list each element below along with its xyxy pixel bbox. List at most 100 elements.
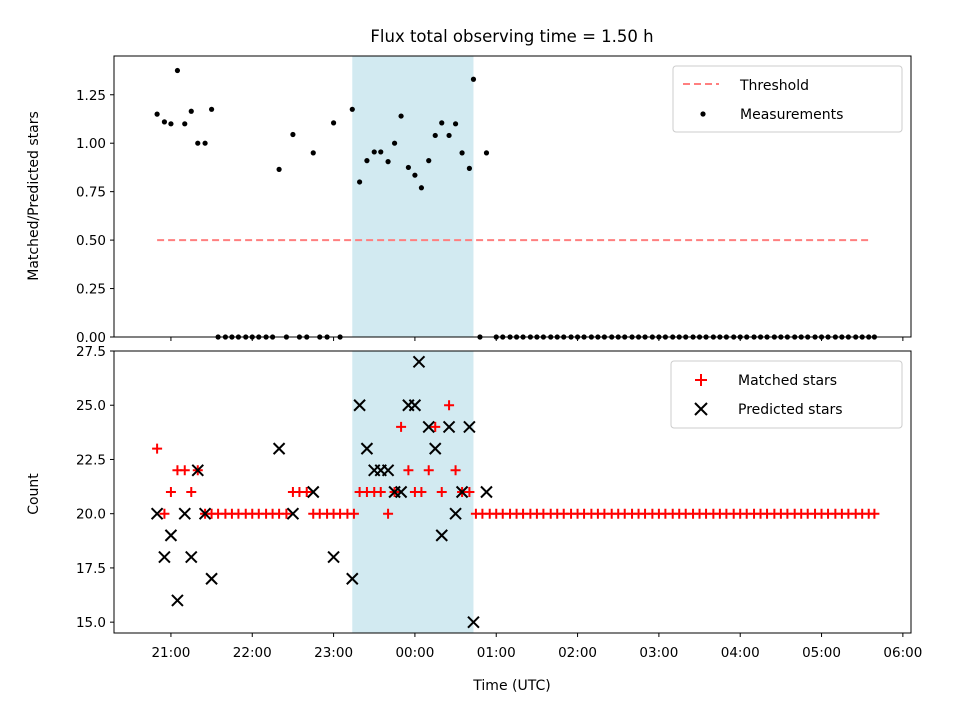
predicted-star-point	[171, 594, 184, 607]
matched-star-points	[152, 400, 880, 519]
panel-top-ratio: 0.00 0.25 0.50 0.75 1.00 1.25 Matched/Predict…	[26, 55, 912, 346]
measurement-point	[459, 150, 465, 156]
top-y-ticks: 0.00 0.25 0.50 0.75 1.00 1.25	[76, 88, 114, 346]
predicted-star-point	[198, 507, 212, 520]
bottom-y-tick-label: 27.5	[76, 344, 106, 360]
measurement-point	[276, 166, 282, 172]
measurement-point	[349, 106, 355, 112]
measurement-point	[168, 121, 174, 127]
measurement-point	[426, 158, 432, 164]
x-tick-label: 06:00	[883, 645, 922, 661]
matched-star-point	[450, 465, 461, 476]
matched-star-point	[403, 465, 414, 476]
matched-star-point	[281, 508, 292, 519]
measurement-point	[202, 140, 208, 146]
predicted-star-point	[480, 485, 493, 499]
matched-star-point	[444, 400, 455, 411]
x-tick-label: 03:00	[639, 645, 678, 661]
measurement-point	[385, 159, 391, 165]
matched-star-point	[396, 421, 407, 432]
predicted-star-point	[353, 399, 366, 412]
measurement-point	[432, 132, 438, 139]
x-tick-label: 05:00	[802, 645, 841, 661]
x-tick-label: 23:00	[314, 645, 353, 661]
measurement-point	[290, 131, 296, 138]
top-y-axis-label: Matched/Predicted stars	[26, 111, 42, 281]
matched-star-point	[436, 487, 447, 497]
legend-matched-swatch	[695, 374, 707, 386]
top-y-tick-label: 0.50	[76, 233, 106, 249]
legend-predicted-swatch	[694, 402, 708, 416]
bottom-y-tick-label: 20.0	[76, 507, 106, 523]
measurement-point	[483, 150, 490, 156]
x-tick-label: 04:00	[721, 645, 760, 661]
measurement-point	[154, 111, 160, 117]
bottom-x-ticks: 21:00 22:00 23:00 00:00 01:00 02:00 03:00 04:00…	[151, 633, 922, 661]
predicted-star-point	[150, 507, 164, 520]
panel-bottom-counts: 15.0 17.5 20.0 22.5 25.0 27.5 21:00 22:00 23:00…	[26, 344, 922, 694]
top-legend: Threshold Measurements	[672, 65, 903, 133]
predicted-star-points	[150, 355, 493, 629]
predicted-star-point	[185, 550, 198, 564]
predicted-star-point	[435, 529, 448, 542]
top-y-tick-label: 1.00	[76, 136, 106, 152]
bottom-legend-box	[670, 360, 903, 429]
measurement-point	[439, 120, 445, 126]
legend-threshold-label: Threshold	[739, 78, 809, 94]
matched-star-point	[348, 508, 359, 519]
predicted-star-point	[286, 507, 300, 520]
matched-star-point	[186, 487, 197, 497]
predicted-star-point	[346, 572, 359, 585]
predicted-star-point	[164, 529, 178, 542]
matched-star-point	[464, 487, 475, 497]
predicted-star-point	[394, 485, 408, 499]
predicted-star-point	[467, 615, 480, 629]
matched-star-point	[430, 421, 441, 432]
predicted-star-point	[408, 399, 422, 412]
predicted-star-point	[455, 485, 469, 499]
top-plot-frame	[113, 55, 912, 338]
predicted-star-point	[449, 507, 462, 520]
predicted-star-point	[381, 464, 395, 477]
matched-star-point	[301, 487, 312, 497]
matched-star-point	[416, 487, 427, 497]
measurement-point	[161, 119, 168, 125]
top-y-tick-label: 1.25	[76, 88, 106, 104]
measurement-point	[412, 172, 418, 178]
matched-star-point	[383, 508, 394, 519]
measurement-point	[330, 120, 337, 126]
bottom-plot-frame	[113, 350, 912, 634]
measurement-point	[466, 165, 472, 171]
x-tick-label: 01:00	[477, 645, 516, 661]
bottom-legend: Matched stars Predicted stars	[670, 360, 903, 429]
top-y-tick-label: 0.25	[76, 282, 106, 298]
bottom-y-tick-label: 22.5	[76, 452, 106, 468]
measurement-point	[418, 185, 425, 191]
predicted-star-point	[442, 420, 456, 434]
measurement-point	[188, 108, 194, 114]
predicted-star-point	[158, 550, 171, 564]
bottom-y-axis-label: Count	[26, 473, 42, 515]
measurement-point	[182, 121, 188, 127]
x-axis-label: Time (UTC)	[472, 678, 550, 694]
bottom-y-ticks: 15.0 17.5 20.0 22.5 25.0 27.5	[76, 344, 114, 631]
bottom-y-tick-label: 17.5	[76, 561, 106, 577]
matched-star-point	[869, 508, 880, 519]
legend-measurements-label: Measurements	[740, 107, 843, 123]
matched-star-point	[179, 465, 190, 476]
measurement-point	[174, 67, 181, 74]
measurement-point	[452, 121, 459, 127]
measurement-point	[208, 106, 215, 112]
predicted-star-point	[429, 442, 442, 455]
predicted-star-point	[191, 464, 204, 477]
measurement-point	[446, 132, 452, 139]
measurement-point	[391, 140, 398, 146]
legend-predicted-label: Predicted stars	[738, 402, 843, 418]
measurement-point	[195, 140, 201, 146]
matched-star-point	[165, 487, 176, 497]
predicted-star-point	[422, 420, 435, 434]
x-tick-label: 00:00	[395, 645, 434, 661]
top-y-tick-label: 0.75	[76, 185, 106, 201]
top-legend-box	[672, 65, 903, 133]
matched-star-point	[375, 487, 386, 497]
